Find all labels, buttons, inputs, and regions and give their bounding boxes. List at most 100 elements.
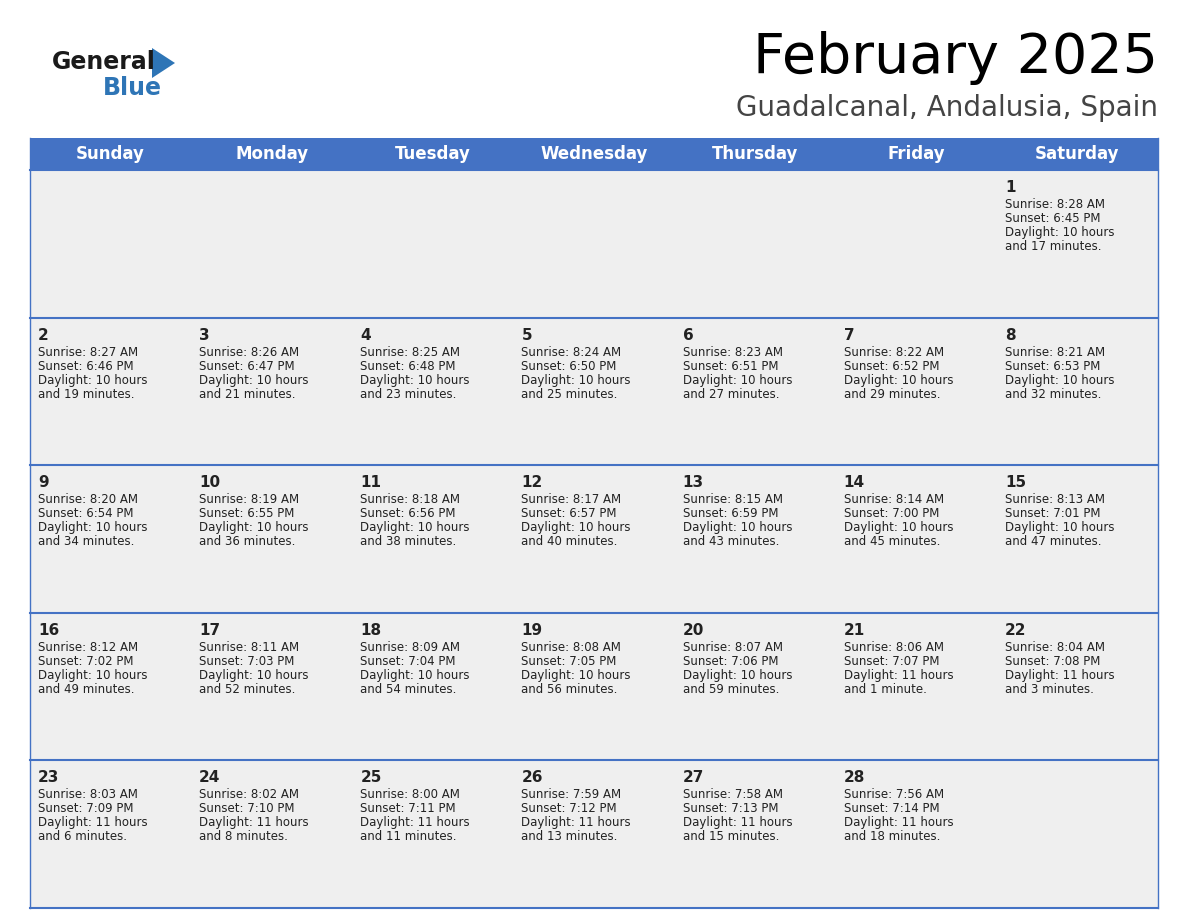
Text: Sunrise: 8:27 AM: Sunrise: 8:27 AM <box>38 345 138 359</box>
Text: and 54 minutes.: and 54 minutes. <box>360 683 456 696</box>
Text: Sunrise: 7:58 AM: Sunrise: 7:58 AM <box>683 789 783 801</box>
Text: Sunrise: 8:13 AM: Sunrise: 8:13 AM <box>1005 493 1105 506</box>
Text: and 59 minutes.: and 59 minutes. <box>683 683 779 696</box>
Text: Daylight: 11 hours: Daylight: 11 hours <box>522 816 631 829</box>
Text: and 25 minutes.: and 25 minutes. <box>522 387 618 400</box>
Text: 6: 6 <box>683 328 694 342</box>
Text: and 1 minute.: and 1 minute. <box>843 683 927 696</box>
Bar <box>30 170 1158 318</box>
Text: Sunrise: 8:24 AM: Sunrise: 8:24 AM <box>522 345 621 359</box>
Text: and 17 minutes.: and 17 minutes. <box>1005 240 1101 253</box>
Text: Friday: Friday <box>887 145 946 163</box>
Text: and 38 minutes.: and 38 minutes. <box>360 535 456 548</box>
Text: Sunrise: 8:21 AM: Sunrise: 8:21 AM <box>1005 345 1105 359</box>
Text: Daylight: 10 hours: Daylight: 10 hours <box>522 669 631 682</box>
Text: Sunrise: 8:12 AM: Sunrise: 8:12 AM <box>38 641 138 654</box>
Text: Sunrise: 8:04 AM: Sunrise: 8:04 AM <box>1005 641 1105 654</box>
Text: Daylight: 10 hours: Daylight: 10 hours <box>683 521 792 534</box>
Text: Daylight: 10 hours: Daylight: 10 hours <box>38 374 147 386</box>
Text: and 52 minutes.: and 52 minutes. <box>200 683 296 696</box>
Text: Daylight: 11 hours: Daylight: 11 hours <box>843 669 953 682</box>
Text: 24: 24 <box>200 770 221 786</box>
Text: Sunrise: 8:07 AM: Sunrise: 8:07 AM <box>683 641 783 654</box>
Text: Guadalcanal, Andalusia, Spain: Guadalcanal, Andalusia, Spain <box>737 94 1158 122</box>
Text: Sunset: 6:59 PM: Sunset: 6:59 PM <box>683 508 778 521</box>
Text: General: General <box>52 50 156 74</box>
Text: Sunset: 7:04 PM: Sunset: 7:04 PM <box>360 655 456 667</box>
Text: 10: 10 <box>200 476 220 490</box>
Text: 8: 8 <box>1005 328 1016 342</box>
Text: Sunset: 7:01 PM: Sunset: 7:01 PM <box>1005 508 1100 521</box>
Text: 15: 15 <box>1005 476 1026 490</box>
Text: and 11 minutes.: and 11 minutes. <box>360 831 456 844</box>
Text: Sunset: 6:51 PM: Sunset: 6:51 PM <box>683 360 778 373</box>
Text: Thursday: Thursday <box>712 145 798 163</box>
Text: 7: 7 <box>843 328 854 342</box>
Text: Sunrise: 8:03 AM: Sunrise: 8:03 AM <box>38 789 138 801</box>
Bar <box>30 613 1158 760</box>
Text: Daylight: 10 hours: Daylight: 10 hours <box>360 374 469 386</box>
Text: Sunset: 7:12 PM: Sunset: 7:12 PM <box>522 802 617 815</box>
Text: and 34 minutes.: and 34 minutes. <box>38 535 134 548</box>
Text: Sunset: 6:53 PM: Sunset: 6:53 PM <box>1005 360 1100 373</box>
Text: and 3 minutes.: and 3 minutes. <box>1005 683 1094 696</box>
Text: Daylight: 10 hours: Daylight: 10 hours <box>360 521 469 534</box>
Text: Sunrise: 7:59 AM: Sunrise: 7:59 AM <box>522 789 621 801</box>
Text: Sunset: 7:03 PM: Sunset: 7:03 PM <box>200 655 295 667</box>
Text: Daylight: 10 hours: Daylight: 10 hours <box>522 521 631 534</box>
Text: and 45 minutes.: and 45 minutes. <box>843 535 940 548</box>
Text: and 32 minutes.: and 32 minutes. <box>1005 387 1101 400</box>
Text: Monday: Monday <box>235 145 308 163</box>
Text: Sunset: 7:09 PM: Sunset: 7:09 PM <box>38 802 133 815</box>
Text: Sunset: 6:50 PM: Sunset: 6:50 PM <box>522 360 617 373</box>
Text: Daylight: 11 hours: Daylight: 11 hours <box>843 816 953 829</box>
Text: Sunrise: 8:00 AM: Sunrise: 8:00 AM <box>360 789 460 801</box>
Text: and 23 minutes.: and 23 minutes. <box>360 387 456 400</box>
Text: Sunrise: 8:09 AM: Sunrise: 8:09 AM <box>360 641 460 654</box>
Text: Sunset: 6:56 PM: Sunset: 6:56 PM <box>360 508 456 521</box>
Text: and 21 minutes.: and 21 minutes. <box>200 387 296 400</box>
Text: Sunset: 7:11 PM: Sunset: 7:11 PM <box>360 802 456 815</box>
Text: and 47 minutes.: and 47 minutes. <box>1005 535 1101 548</box>
Text: Sunset: 7:08 PM: Sunset: 7:08 PM <box>1005 655 1100 667</box>
Text: and 18 minutes.: and 18 minutes. <box>843 831 940 844</box>
Text: Sunset: 6:48 PM: Sunset: 6:48 PM <box>360 360 456 373</box>
Text: Daylight: 10 hours: Daylight: 10 hours <box>38 669 147 682</box>
Text: Wednesday: Wednesday <box>541 145 647 163</box>
Text: Sunset: 6:52 PM: Sunset: 6:52 PM <box>843 360 940 373</box>
Bar <box>191 138 353 170</box>
Text: Blue: Blue <box>103 76 162 100</box>
Bar <box>997 138 1158 170</box>
Text: Sunset: 6:45 PM: Sunset: 6:45 PM <box>1005 212 1100 225</box>
Bar <box>30 465 1158 613</box>
Text: 26: 26 <box>522 770 543 786</box>
Text: Sunrise: 8:17 AM: Sunrise: 8:17 AM <box>522 493 621 506</box>
Text: Sunrise: 8:02 AM: Sunrise: 8:02 AM <box>200 789 299 801</box>
Text: Sunrise: 8:15 AM: Sunrise: 8:15 AM <box>683 493 783 506</box>
Text: Daylight: 10 hours: Daylight: 10 hours <box>200 374 309 386</box>
Text: 2: 2 <box>38 328 49 342</box>
Text: 13: 13 <box>683 476 703 490</box>
Text: and 56 minutes.: and 56 minutes. <box>522 683 618 696</box>
Text: Daylight: 10 hours: Daylight: 10 hours <box>1005 374 1114 386</box>
Text: Sunrise: 8:22 AM: Sunrise: 8:22 AM <box>843 345 943 359</box>
Text: Sunrise: 7:56 AM: Sunrise: 7:56 AM <box>843 789 943 801</box>
Text: 23: 23 <box>38 770 59 786</box>
Bar <box>353 138 513 170</box>
Text: Daylight: 10 hours: Daylight: 10 hours <box>1005 226 1114 239</box>
Text: 17: 17 <box>200 622 220 638</box>
Text: 21: 21 <box>843 622 865 638</box>
Text: Sunset: 7:14 PM: Sunset: 7:14 PM <box>843 802 940 815</box>
Text: Daylight: 10 hours: Daylight: 10 hours <box>1005 521 1114 534</box>
Text: 12: 12 <box>522 476 543 490</box>
Text: Daylight: 10 hours: Daylight: 10 hours <box>200 521 309 534</box>
Text: Sunset: 7:00 PM: Sunset: 7:00 PM <box>843 508 939 521</box>
Text: Tuesday: Tuesday <box>394 145 470 163</box>
Text: 28: 28 <box>843 770 865 786</box>
Text: and 40 minutes.: and 40 minutes. <box>522 535 618 548</box>
Text: Daylight: 11 hours: Daylight: 11 hours <box>1005 669 1114 682</box>
Text: and 36 minutes.: and 36 minutes. <box>200 535 296 548</box>
Text: 5: 5 <box>522 328 532 342</box>
Text: and 27 minutes.: and 27 minutes. <box>683 387 779 400</box>
Text: Daylight: 10 hours: Daylight: 10 hours <box>522 374 631 386</box>
